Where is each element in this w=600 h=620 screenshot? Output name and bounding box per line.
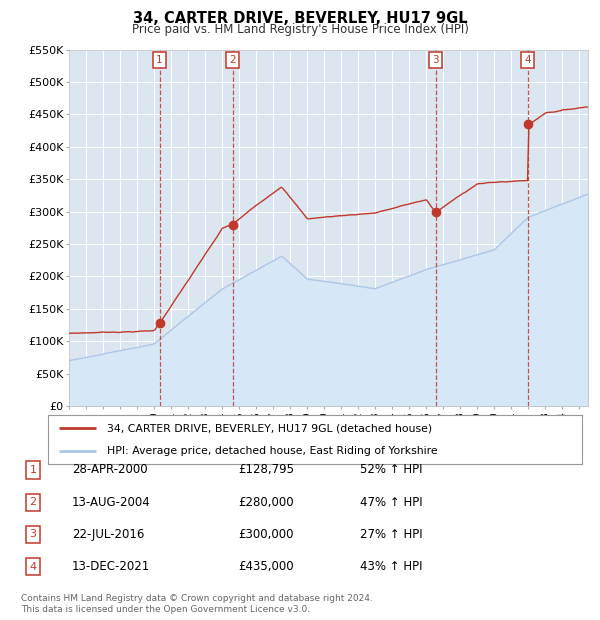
- Text: 1: 1: [29, 465, 37, 475]
- Text: 34, CARTER DRIVE, BEVERLEY, HU17 9GL (detached house): 34, CARTER DRIVE, BEVERLEY, HU17 9GL (de…: [107, 423, 432, 433]
- Text: 3: 3: [433, 55, 439, 65]
- Text: Contains HM Land Registry data © Crown copyright and database right 2024.: Contains HM Land Registry data © Crown c…: [21, 593, 373, 603]
- Text: Price paid vs. HM Land Registry's House Price Index (HPI): Price paid vs. HM Land Registry's House …: [131, 23, 469, 36]
- Text: £128,795: £128,795: [238, 464, 294, 476]
- Text: £435,000: £435,000: [238, 560, 294, 573]
- Text: 4: 4: [29, 562, 37, 572]
- Text: 13-DEC-2021: 13-DEC-2021: [72, 560, 150, 573]
- Text: 28-APR-2000: 28-APR-2000: [72, 464, 148, 476]
- Text: 52% ↑ HPI: 52% ↑ HPI: [360, 464, 422, 476]
- Text: 34, CARTER DRIVE, BEVERLEY, HU17 9GL: 34, CARTER DRIVE, BEVERLEY, HU17 9GL: [133, 11, 467, 26]
- Text: 47% ↑ HPI: 47% ↑ HPI: [360, 496, 422, 508]
- Text: £280,000: £280,000: [238, 496, 294, 508]
- Text: 1: 1: [156, 55, 163, 65]
- Text: HPI: Average price, detached house, East Riding of Yorkshire: HPI: Average price, detached house, East…: [107, 446, 437, 456]
- Text: £300,000: £300,000: [239, 528, 294, 541]
- Text: 3: 3: [29, 529, 37, 539]
- Text: 13-AUG-2004: 13-AUG-2004: [72, 496, 151, 508]
- Text: 27% ↑ HPI: 27% ↑ HPI: [360, 528, 422, 541]
- Text: 43% ↑ HPI: 43% ↑ HPI: [360, 560, 422, 573]
- Text: This data is licensed under the Open Government Licence v3.0.: This data is licensed under the Open Gov…: [21, 604, 310, 614]
- Text: 2: 2: [29, 497, 37, 507]
- Text: 22-JUL-2016: 22-JUL-2016: [72, 528, 145, 541]
- Text: 4: 4: [524, 55, 531, 65]
- Text: 2: 2: [229, 55, 236, 65]
